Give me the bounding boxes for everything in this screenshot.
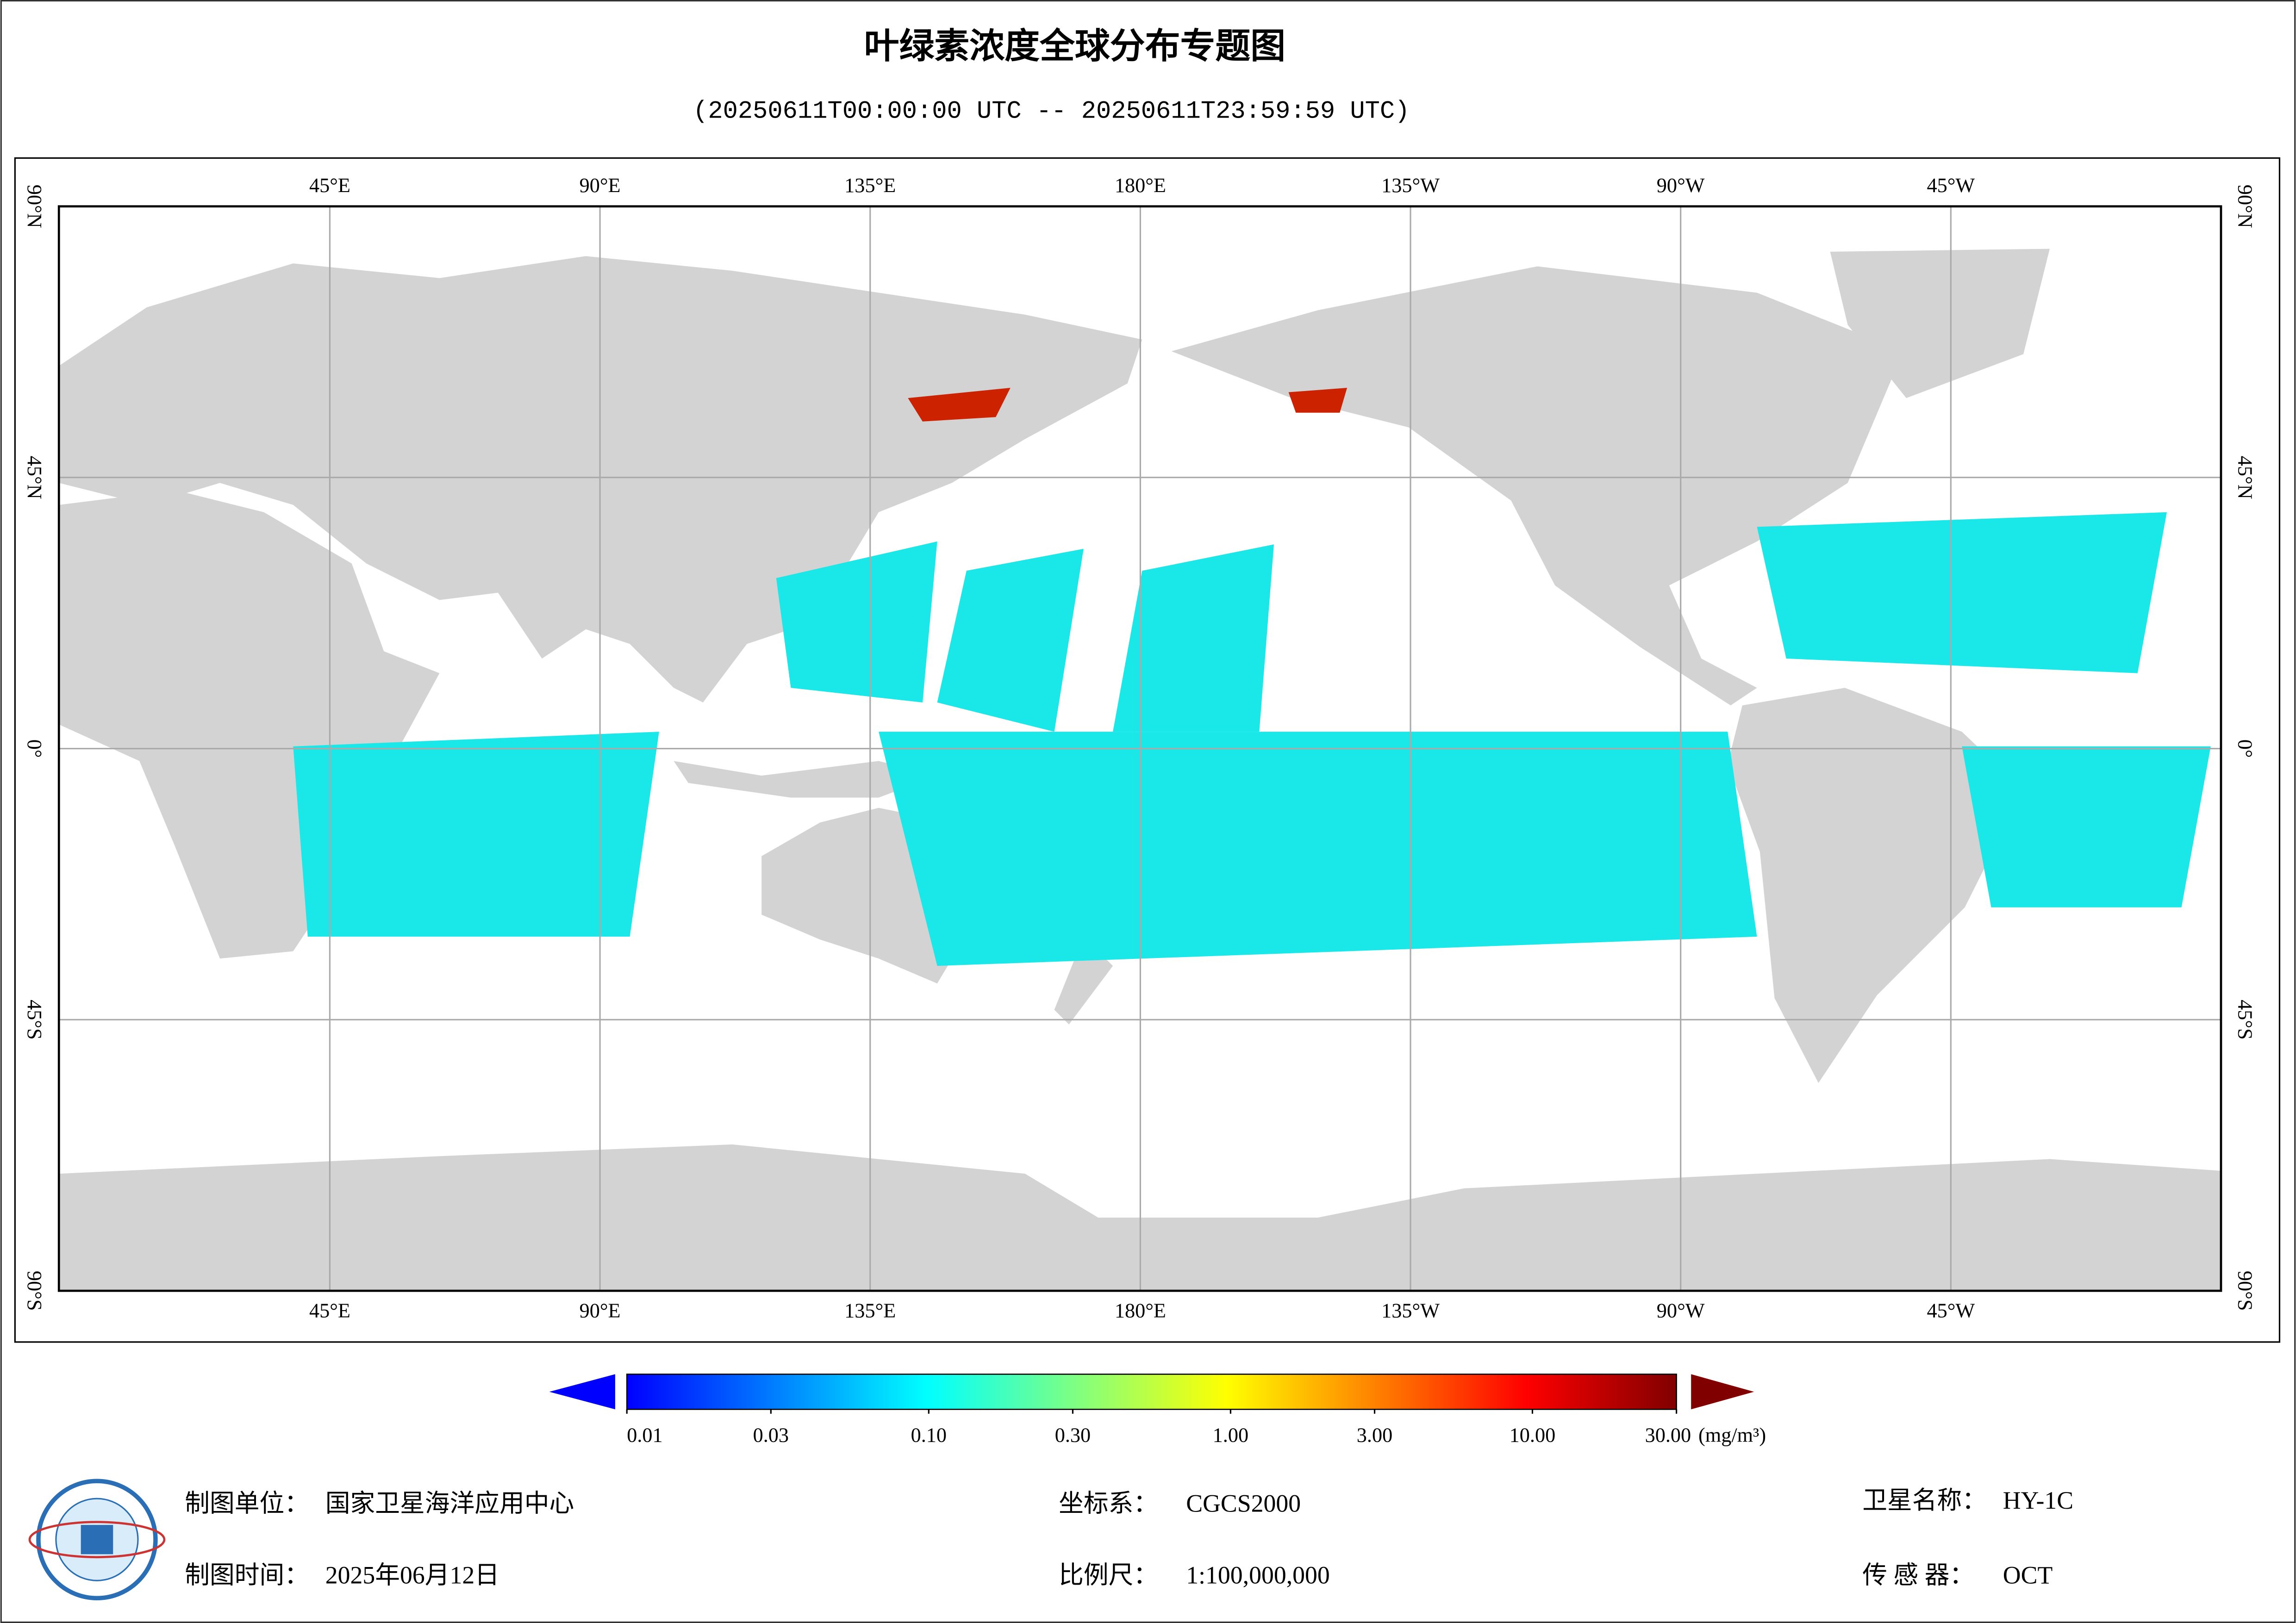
south-america <box>1728 688 2024 1083</box>
colorbar-tick-label: 30.00 <box>1645 1424 1691 1447</box>
chlorophyll-coverage <box>293 388 2211 966</box>
chl-patch <box>879 732 1757 966</box>
colorbar-over <box>1691 1374 1754 1410</box>
footer-label: 比例尺： <box>1059 1561 1158 1589</box>
footer-value: 1:100,000,000 <box>1186 1561 1330 1589</box>
indonesia <box>674 761 937 798</box>
footer-value: CGCS2000 <box>1186 1489 1301 1517</box>
chl-patch <box>1962 746 2211 908</box>
lon-label-top: 135°E <box>844 174 896 197</box>
greenland <box>1830 249 2050 398</box>
colorbar-tick-label: 3.00 <box>1357 1424 1392 1447</box>
lat-label-right: 45°S <box>2234 1000 2256 1040</box>
lon-label-top: 45°E <box>309 174 350 197</box>
lat-label-left: 45°S <box>23 1000 46 1040</box>
colorbar-tick-label: 0.03 <box>753 1424 789 1447</box>
chl-patch <box>1757 512 2167 673</box>
chl-high <box>908 388 1011 422</box>
lon-label-bottom: 135°W <box>1381 1300 1440 1322</box>
footer-value: HY-1C <box>2003 1486 2073 1514</box>
lat-label-left: 90°N <box>23 185 46 228</box>
chl-patch <box>293 732 659 937</box>
map-area <box>57 205 2222 1292</box>
colorbar-tick-label: 10.00 <box>1510 1424 1556 1447</box>
footer-label: 坐标系： <box>1059 1489 1158 1517</box>
chl-high <box>1288 388 1348 413</box>
footer-label: 传 感 器： <box>1862 1561 1974 1589</box>
chl-patch <box>1113 544 1274 732</box>
logo <box>28 1479 166 1600</box>
colorbar <box>626 1374 1677 1410</box>
lon-label-top: 180°E <box>1115 174 1166 197</box>
map-frame <box>14 157 2281 1343</box>
lon-label-top: 135°W <box>1381 174 1440 197</box>
colorbar-under <box>549 1374 615 1410</box>
lon-label-top: 90°E <box>580 174 621 197</box>
chl-patch <box>937 548 1084 732</box>
lat-label-right: 45°N <box>2234 456 2256 499</box>
lat-label-left: 0° <box>23 740 46 758</box>
subtitle: (20250611T00:00:00 UTC -- 20250611T23:59… <box>693 98 1410 126</box>
footer-label: 卫星名称： <box>1862 1486 1987 1514</box>
lat-label-right: 90°N <box>2234 185 2256 228</box>
colorbar-tick-label: 1.00 <box>1213 1424 1248 1447</box>
colorbar-tick-label: 0.01 <box>627 1424 662 1447</box>
footer-value: 国家卫星海洋应用中心 <box>325 1489 574 1517</box>
title: 叶绿素浓度全球分布专题图 <box>864 25 1286 66</box>
footer-value: OCT <box>2003 1561 2053 1589</box>
lat-label-right: 0° <box>2234 740 2256 758</box>
lon-label-top: 90°W <box>1657 174 1705 197</box>
lat-label-left: 45°N <box>23 456 46 499</box>
lon-label-bottom: 45°E <box>309 1300 350 1322</box>
footer-value: 2025年06月12日 <box>325 1561 499 1589</box>
footer-label: 制图时间： <box>185 1561 309 1589</box>
map-border <box>57 205 2222 1292</box>
lon-label-bottom: 135°E <box>844 1300 896 1322</box>
footer-label: 制图单位： <box>185 1489 309 1517</box>
colorbar-tick-label: 0.30 <box>1055 1424 1091 1447</box>
lat-label-right: 90°S <box>2234 1271 2256 1311</box>
north-america <box>1171 266 1903 706</box>
lon-label-bottom: 90°W <box>1657 1300 1705 1322</box>
lat-label-left: 90°S <box>23 1271 46 1311</box>
lon-label-bottom: 90°E <box>580 1300 621 1322</box>
colorbar-unit: (mg/m³) <box>1698 1424 1766 1447</box>
lon-label-bottom: 180°E <box>1115 1300 1166 1322</box>
colorbar-tick-label: 0.10 <box>911 1424 947 1447</box>
chl-patch <box>776 541 937 703</box>
lon-label-bottom: 45°W <box>1927 1300 1975 1322</box>
lon-label-top: 45°W <box>1927 174 1975 197</box>
